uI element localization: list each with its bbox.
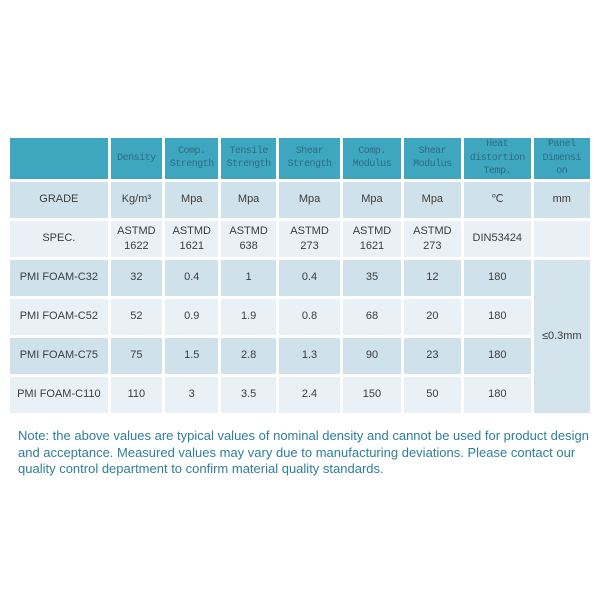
c110-density: 110 [110,376,163,413]
spec-label: SPEC. [10,220,108,257]
spec-shear-strength: ASTMD 273 [278,220,341,257]
unit-panel-dimension: mm [533,181,590,218]
spec-comp-strength: ASTMD 1621 [165,220,219,257]
header-cell-comp-strength: Comp. Strength [165,138,219,179]
c110-shear-modulus: 50 [403,376,462,413]
header-cell-blank [10,138,108,179]
row-label-c75: PMI FOAM-C75 [10,337,108,374]
c32-density: 32 [110,259,163,296]
material-spec-table-wrap: Density Comp. Strength Tensile Strength … [7,135,593,416]
spec-shear-modulus: ASTMD 273 [403,220,462,257]
unit-shear-strength: Mpa [278,181,341,218]
c52-comp-modulus: 68 [343,298,401,335]
grade-label: GRADE [10,181,108,218]
c75-tensile-strength: 2.8 [221,337,276,374]
unit-density: Kg/m³ [110,181,163,218]
unit-shear-modulus: Mpa [403,181,462,218]
spec-comp-modulus: ASTMD 1621 [343,220,401,257]
c32-shear-strength: 0.4 [278,259,341,296]
c52-heat-distortion: 180 [464,298,531,335]
header-cell-panel-dimension: Panel Dimensi on [533,138,590,179]
c110-tensile-strength: 3.5 [221,376,276,413]
table-row-c32: PMI FOAM-C32 32 0.4 1 0.4 35 12 180 ≤0.3… [10,259,590,413]
table-row-c110: PMI FOAM-C110 110 3 3.5 2.4 150 50 180 [10,376,590,413]
grade-units-row: GRADE Kg/m³ Mpa Mpa Mpa Mpa Mpa ℃ mm [10,181,590,218]
c75-heat-distortion: 180 [464,337,531,374]
c110-shear-strength: 2.4 [278,376,341,413]
c32-comp-modulus: 35 [343,259,401,296]
row-label-c110: PMI FOAM-C110 [10,376,108,413]
table-row-c75: PMI FOAM-C75 75 1.5 2.8 1.3 90 23 180 [10,337,590,374]
header-cell-comp-modulus: Comp. Modulus [343,138,401,179]
spec-standards-row: SPEC. ASTMD 1622 ASTMD 1621 ASTMD 638 AS… [10,220,590,257]
header-cell-shear-modulus: Shear Modulus [403,138,462,179]
c75-comp-modulus: 90 [343,337,401,374]
spec-panel-dimension-empty [533,220,590,257]
panel-dimension-merged-cell: ≤0.3mm [533,259,590,413]
c75-comp-strength: 1.5 [165,337,219,374]
c32-shear-modulus: 12 [403,259,462,296]
header-cell-shear-strength: Shear Strength [278,138,341,179]
c52-tensile-strength: 1.9 [221,298,276,335]
c110-comp-strength: 3 [165,376,219,413]
c52-shear-strength: 0.8 [278,298,341,335]
c32-heat-distortion: 180 [464,259,531,296]
row-label-c32: PMI FOAM-C32 [10,259,108,296]
header-cell-heat-distortion: Heat distortion Temp. [464,138,531,179]
c32-tensile-strength: 1 [221,259,276,296]
c52-density: 52 [110,298,163,335]
c75-density: 75 [110,337,163,374]
unit-comp-modulus: Mpa [343,181,401,218]
note-text: Note: the above values are typical value… [18,428,589,476]
header-cell-tensile-strength: Tensile Strength [221,138,276,179]
spec-tensile-strength: ASTMD 638 [221,220,276,257]
unit-heat-distortion: ℃ [464,181,531,218]
c32-comp-strength: 0.4 [165,259,219,296]
c52-shear-modulus: 20 [403,298,462,335]
header-cell-density: Density [110,138,163,179]
unit-comp-strength: Mpa [165,181,219,218]
c52-comp-strength: 0.9 [165,298,219,335]
c110-comp-modulus: 150 [343,376,401,413]
spec-heat-distortion: DIN53424 [464,220,531,257]
c110-heat-distortion: 180 [464,376,531,413]
spec-density: ASTMD 1622 [110,220,163,257]
table-row-c52: PMI FOAM-C52 52 0.9 1.9 0.8 68 20 180 [10,298,590,335]
c75-shear-strength: 1.3 [278,337,341,374]
unit-tensile-strength: Mpa [221,181,276,218]
c75-shear-modulus: 23 [403,337,462,374]
material-spec-table: Density Comp. Strength Tensile Strength … [7,135,593,416]
table-header-row: Density Comp. Strength Tensile Strength … [10,138,590,179]
row-label-c52: PMI FOAM-C52 [10,298,108,335]
